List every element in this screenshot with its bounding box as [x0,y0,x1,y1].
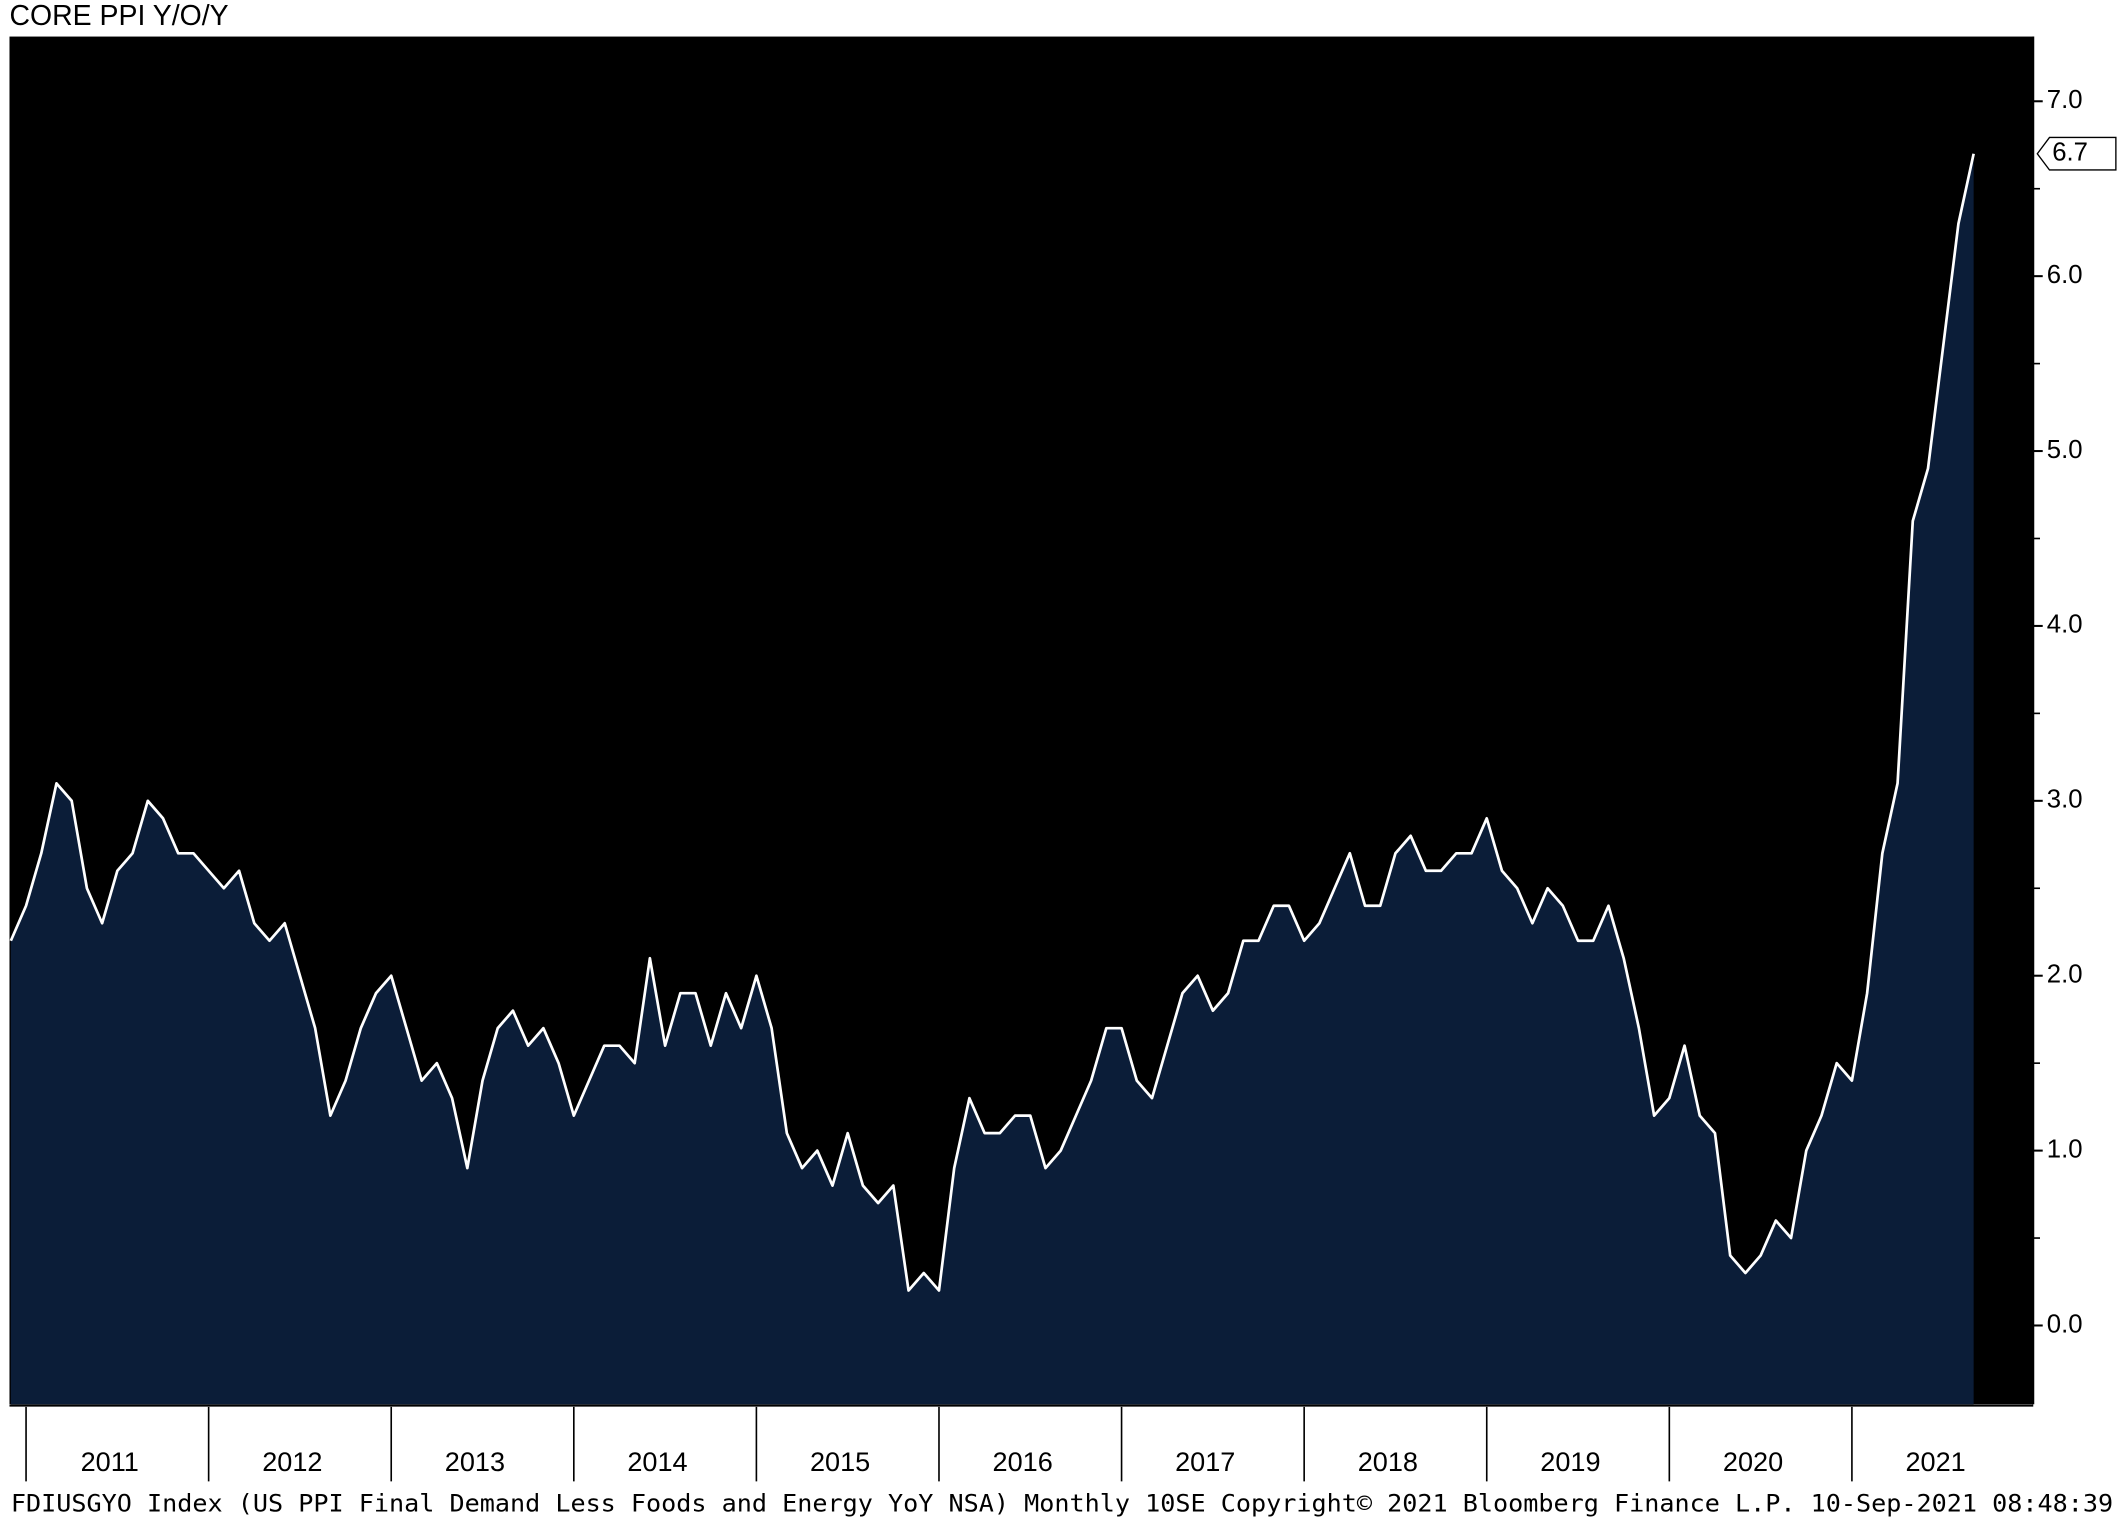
x-tick-label: 2015 [810,1446,870,1477]
x-tick-label: 2018 [1358,1446,1418,1477]
x-tick-label: 2011 [81,1446,139,1477]
y-tick-label: 0.0 [2047,1310,2083,1338]
x-tick-label: 2021 [1905,1446,1965,1477]
last-value-box [2036,136,2117,171]
chart-title: CORE PPI Y/O/Y [9,0,228,32]
footer: FDIUSGYO Index (US PPI Final Demand Less… [11,1488,2113,1517]
x-tick-label: 2013 [445,1446,505,1477]
x-tick-label: 2016 [993,1446,1053,1477]
y-tick-label: 2.0 [2047,961,2083,989]
x-tick-label: 2012 [262,1446,322,1477]
y-tick-label: 7.0 [2047,86,2083,114]
last-value-label: 6.7 [2052,139,2088,167]
x-tick-label: 2020 [1723,1446,1783,1477]
y-tick-label: 1.0 [2047,1135,2083,1163]
x-tick-label: 2019 [1540,1446,1600,1477]
y-tick-label: 4.0 [2047,611,2083,639]
y-tick-label: 3.0 [2047,786,2083,814]
x-tick-label: 2017 [1175,1446,1235,1477]
y-tick-label: 6.0 [2047,261,2083,289]
x-tick-label: 2014 [627,1446,687,1477]
line [9,153,1975,1292]
area [10,153,1974,1405]
y-tick-label: 5.0 [2047,436,2083,464]
